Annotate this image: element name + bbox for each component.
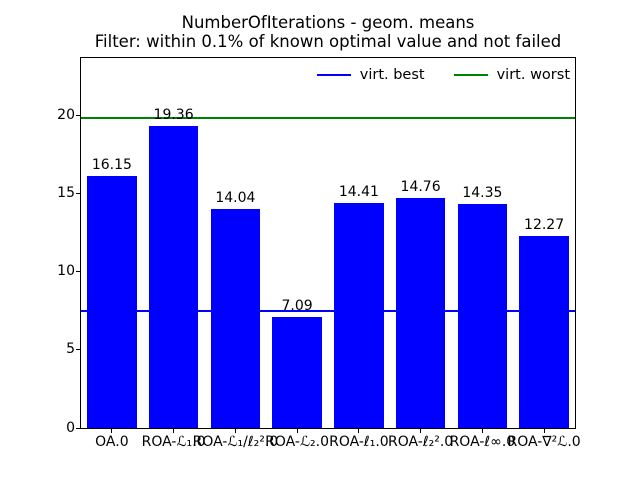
- bar-value-label: 7.09: [281, 298, 313, 315]
- y-tick-label: 20: [57, 107, 75, 124]
- x-tick-mark: [420, 429, 422, 433]
- bar: [395, 197, 446, 428]
- chart-title: NumberOfIterations - geom. means Filter:…: [81, 13, 575, 51]
- reference-line-virt-best: [81, 309, 575, 312]
- legend: virt. best virt. worst: [316, 67, 570, 83]
- bar: [519, 236, 569, 428]
- bar: [457, 204, 508, 428]
- x-tick-mark: [296, 429, 298, 433]
- x-tick-label: ROA-ℓ∞.0: [449, 434, 516, 450]
- y-tick-mark: [76, 271, 80, 273]
- x-tick-mark: [234, 429, 236, 433]
- y-tick-mark: [76, 193, 80, 195]
- y-tick-label: 5: [66, 341, 75, 358]
- x-tick-label: ROA-ℓ₂².0: [388, 434, 454, 450]
- x-tick-label: ROA-ℒ₁/ℓ₂².0: [192, 434, 279, 450]
- bar: [148, 125, 199, 428]
- bar-value-label: 16.15: [91, 156, 132, 173]
- x-tick-label: ROA-∇²ℒ.0: [507, 434, 581, 450]
- y-tick-mark: [76, 349, 80, 351]
- bar: [87, 175, 137, 428]
- y-tick-label: 10: [57, 263, 75, 280]
- bar-value-label: 14.04: [215, 189, 256, 206]
- x-tick-mark: [111, 429, 113, 433]
- y-tick-mark: [76, 115, 80, 117]
- x-tick-mark: [481, 429, 483, 433]
- bar-value-label: 14.35: [462, 185, 503, 201]
- legend-label-virt-worst: virt. worst: [496, 67, 570, 83]
- y-tick-label: 15: [57, 185, 75, 202]
- bar: [210, 208, 261, 428]
- x-tick-label: OA.0: [95, 434, 129, 450]
- y-tick-mark: [76, 427, 80, 429]
- y-tick-label: 0: [66, 419, 75, 436]
- bar-value-label: 14.76: [400, 178, 441, 195]
- legend-label-virt-best: virt. best: [359, 67, 425, 83]
- legend-item-virt-worst: virt. worst: [453, 67, 570, 83]
- title-line-1: NumberOfIterations - geom. means: [181, 13, 475, 32]
- plot-area: virt. best virt. worst 16.15 19.36 14.04 7.…: [80, 57, 576, 429]
- bar-value-label: 14.41: [338, 184, 379, 200]
- bar: [334, 203, 384, 428]
- virt-best-line-swatch: [316, 73, 351, 77]
- x-tick-label: ROA-ℓ₁.0: [329, 434, 389, 450]
- legend-item-virt-best: virt. best: [316, 67, 425, 83]
- x-tick-mark: [543, 429, 545, 433]
- x-tick-label: ROA-ℒ₂.0: [265, 434, 330, 450]
- x-tick-label: ROA-ℒ₁.0: [141, 434, 206, 450]
- bar-value-label: 19.36: [153, 106, 194, 123]
- x-tick-mark: [358, 429, 360, 433]
- reference-line-virt-worst: [81, 117, 575, 120]
- bar-value-label: 12.27: [524, 217, 565, 234]
- x-tick-mark: [173, 429, 175, 433]
- title-line-2: Filter: within 0.1% of known optimal val…: [94, 32, 562, 51]
- bar: [272, 317, 322, 428]
- virt-worst-line-swatch: [453, 73, 488, 77]
